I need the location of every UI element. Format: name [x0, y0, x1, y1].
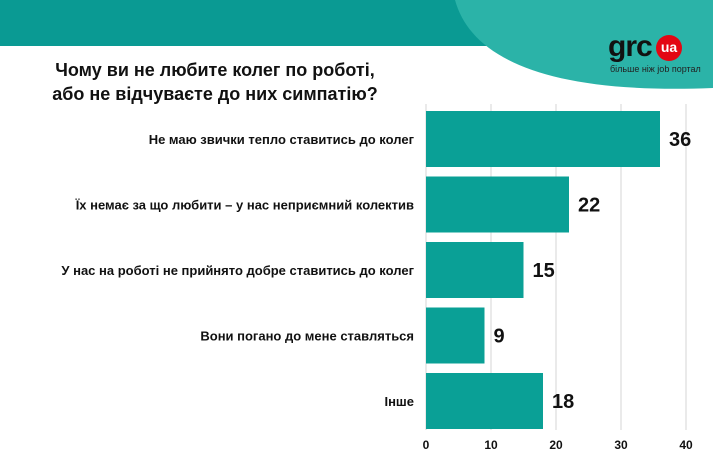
category-label: Не маю звички тепло ставитись до колег — [149, 132, 415, 147]
value-label: 36 — [669, 129, 691, 151]
category-label: У нас на роботі не прийнято добре ставит… — [61, 263, 414, 278]
value-label: 9 — [494, 326, 505, 348]
x-tick-label: 30 — [614, 438, 628, 452]
value-label: 15 — [533, 260, 555, 282]
value-label: 18 — [552, 391, 574, 413]
header-wave-decoration — [455, 0, 713, 89]
bar — [426, 176, 569, 233]
x-tick-label: 40 — [679, 438, 693, 452]
category-label: Інше — [384, 394, 414, 409]
brand-tagline: більше ніж job портал — [610, 64, 701, 74]
category-label: Вони погано до мене ставляться — [200, 329, 414, 344]
brand-logo-word: grc — [608, 30, 653, 63]
value-label: 22 — [578, 195, 600, 217]
chart-title-line-1: Чому ви не любите колег по роботі, — [55, 60, 375, 80]
chart-title-line-2: або не відчуваєте до них симпатію? — [52, 84, 378, 104]
bar — [426, 111, 660, 167]
x-tick-label: 10 — [484, 438, 498, 452]
bar — [426, 373, 543, 429]
brand-logo[interactable]: grc ua більше ніж job портал — [600, 30, 701, 82]
x-tick-label: 0 — [423, 438, 430, 452]
category-label: Їх немає за що любити – у нас неприємний… — [75, 198, 414, 213]
chart-title: Чому ви не любите колег по роботі, або н… — [20, 58, 410, 106]
bar — [426, 307, 485, 364]
brand-logo-badge: ua — [656, 35, 682, 61]
x-tick-label: 20 — [549, 438, 563, 452]
bar — [426, 242, 524, 298]
